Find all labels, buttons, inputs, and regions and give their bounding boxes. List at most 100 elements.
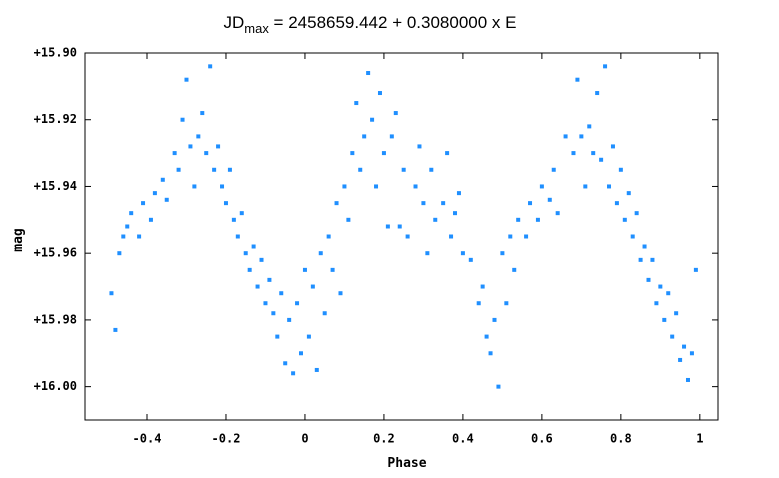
data-point xyxy=(137,234,142,239)
data-point xyxy=(152,191,157,196)
data-point xyxy=(524,234,529,239)
data-point xyxy=(583,184,588,189)
data-point xyxy=(674,311,679,316)
data-point xyxy=(607,184,612,189)
x-tick-label: 0.8 xyxy=(610,432,632,446)
data-point xyxy=(449,234,454,239)
data-point xyxy=(488,351,493,356)
data-point xyxy=(630,234,635,239)
x-axis-title: Phase xyxy=(387,456,426,471)
data-point xyxy=(310,284,315,289)
data-point xyxy=(366,71,371,76)
data-point xyxy=(689,351,694,356)
data-point xyxy=(638,257,643,262)
data-point xyxy=(306,334,311,339)
data-point xyxy=(385,224,390,229)
data-point xyxy=(476,301,481,306)
data-point xyxy=(682,344,687,349)
data-point xyxy=(283,361,288,366)
data-point xyxy=(599,157,604,162)
data-point xyxy=(678,357,683,362)
data-point xyxy=(117,251,122,256)
data-point xyxy=(500,251,505,256)
data-point xyxy=(456,191,461,196)
data-point xyxy=(587,124,592,129)
data-point xyxy=(421,201,426,206)
data-point xyxy=(374,184,379,189)
y-tick-label: +16.00 xyxy=(34,379,77,393)
x-tick-label: 0.2 xyxy=(373,432,395,446)
data-point xyxy=(188,144,193,149)
data-point xyxy=(338,291,343,296)
data-point xyxy=(302,267,307,272)
data-point xyxy=(662,317,667,322)
data-point xyxy=(192,184,197,189)
data-point xyxy=(413,184,418,189)
data-point xyxy=(275,334,280,339)
y-axis-title: mag xyxy=(11,228,26,251)
data-point xyxy=(563,134,568,139)
data-point xyxy=(342,184,347,189)
data-point xyxy=(595,91,600,96)
data-point xyxy=(255,284,260,289)
data-point xyxy=(314,367,319,372)
data-point xyxy=(247,267,252,272)
data-point xyxy=(614,201,619,206)
data-point xyxy=(227,167,232,172)
data-point xyxy=(212,167,217,172)
data-point xyxy=(666,291,671,296)
title-subscript: max xyxy=(244,21,269,36)
y-tick-label: +15.94 xyxy=(34,179,77,193)
data-point xyxy=(113,327,118,332)
data-point xyxy=(401,167,406,172)
data-point xyxy=(346,217,351,222)
data-point xyxy=(539,184,544,189)
data-point xyxy=(575,77,580,82)
data-point xyxy=(642,244,647,249)
data-point xyxy=(670,334,675,339)
data-point xyxy=(318,251,323,256)
data-point xyxy=(453,211,458,216)
data-point xyxy=(393,111,398,116)
data-point xyxy=(693,267,698,272)
data-point xyxy=(622,217,627,222)
data-point xyxy=(291,371,296,376)
x-tick-label: -0.4 xyxy=(133,432,162,446)
data-point xyxy=(322,311,327,316)
data-point xyxy=(441,201,446,206)
data-point xyxy=(287,317,292,322)
data-point xyxy=(571,151,576,156)
data-point xyxy=(370,117,375,122)
data-point xyxy=(271,311,276,316)
data-point xyxy=(496,384,501,389)
data-point xyxy=(685,377,690,382)
data-point xyxy=(196,134,201,139)
data-point xyxy=(634,211,639,216)
data-point xyxy=(610,144,615,149)
data-point xyxy=(480,284,485,289)
data-point xyxy=(299,351,304,356)
data-point xyxy=(263,301,268,306)
data-point xyxy=(220,184,225,189)
data-point xyxy=(231,217,236,222)
data-point xyxy=(516,217,521,222)
data-point xyxy=(547,197,552,202)
data-point xyxy=(425,251,430,256)
data-point xyxy=(512,267,517,272)
data-point xyxy=(279,291,284,296)
title-part: JD xyxy=(223,13,244,32)
data-point xyxy=(235,234,240,239)
plot-frame xyxy=(84,52,719,421)
data-point xyxy=(381,151,386,156)
data-point xyxy=(200,111,205,116)
chart-title: JDmax = 2458659.442 + 0.3080000 x E xyxy=(223,13,516,36)
data-point xyxy=(429,167,434,172)
x-tick-label: 0.6 xyxy=(531,432,553,446)
data-point xyxy=(528,201,533,206)
data-point xyxy=(654,301,659,306)
data-point xyxy=(618,167,623,172)
data-point xyxy=(377,91,382,96)
data-point xyxy=(251,244,256,249)
data-point xyxy=(330,267,335,272)
